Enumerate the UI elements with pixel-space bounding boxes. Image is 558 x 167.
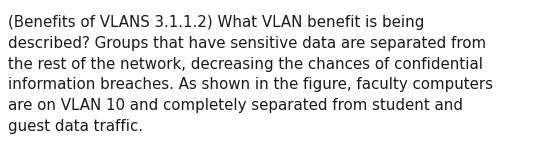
Text: (Benefits of VLANS 3.1.1.2) What VLAN benefit is being
described? Groups that ha: (Benefits of VLANS 3.1.1.2) What VLAN be… [8, 15, 493, 134]
